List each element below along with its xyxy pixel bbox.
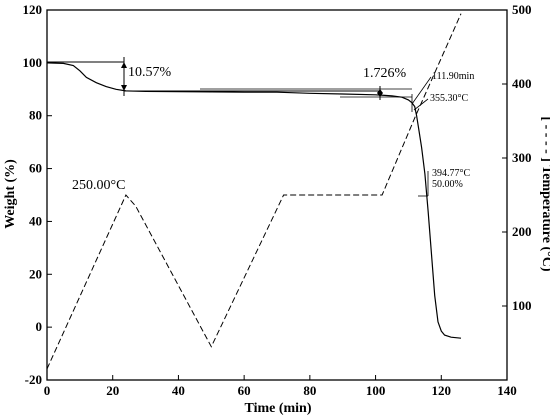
mass-loss-2-arrowhead-down (377, 93, 383, 97)
onset-time-leader (411, 76, 432, 105)
mass-loss-1-arrowhead-up (121, 62, 127, 68)
plot-frame (46, 9, 508, 381)
y-tick-label-4: 60 (29, 161, 42, 176)
x-tick-label-3: 60 (238, 383, 251, 398)
mass-loss-2-label: 1.726% (363, 66, 407, 81)
y2-axis-title: [ - - - - ] Temperature (°C) (539, 116, 550, 271)
annotation-layer: 10.57% 1.726% 111.90min 355.30°C 250.00°… (47, 57, 474, 197)
axes (46, 9, 508, 381)
y-tick-label-1: 0 (36, 319, 43, 334)
y2-tick-label-0: 100 (512, 298, 532, 313)
onset-time-label: 111.90min (432, 71, 474, 82)
mass-loss-1-label: 10.57% (128, 65, 172, 80)
x-tick-label-0: 0 (44, 383, 51, 398)
x-tick-label-7: 140 (497, 383, 517, 398)
mass-loss-1-arrowhead-down (121, 85, 127, 91)
onset-temp-leader (413, 98, 429, 111)
y-tick-label-6: 100 (23, 55, 43, 70)
y-tick-label-2: 20 (29, 266, 42, 281)
x-tick-label-4: 80 (303, 383, 316, 398)
onset-temp-label: 355.30°C (430, 93, 468, 104)
temperature-series-line (46, 13, 462, 370)
y2-tick-label-4: 500 (512, 2, 532, 17)
y-tick-label-7: 120 (23, 2, 43, 17)
x-tick-label-1: 20 (106, 383, 119, 398)
y-axis-title: Weight (%) (3, 159, 18, 229)
x-tick-label-5: 100 (366, 383, 386, 398)
ticks: 0 20 40 60 80 100 120 140-200204060801001201002… (23, 2, 532, 398)
y-tick-label-3: 40 (29, 213, 42, 228)
peak-temp-label: 250.00°C (72, 178, 125, 193)
y2-tick-label-1: 200 (512, 224, 532, 239)
y2-tick-label-2: 300 (512, 150, 532, 165)
y2-tick-label-3: 400 (512, 76, 532, 91)
series-layer (46, 13, 462, 370)
y-tick-label-0: -20 (25, 372, 42, 387)
x-tick-label-6: 120 (432, 383, 452, 398)
half-loss-temp-label: 394.77°C (432, 168, 470, 179)
x-axis-title: Time (min) (244, 401, 311, 416)
weight-series-line (46, 62, 462, 339)
half-loss-percent-label: 50.00% (432, 179, 463, 190)
x-tick-label-2: 40 (172, 383, 185, 398)
y-tick-label-5: 80 (29, 108, 42, 123)
mass-loss-2-arrowhead-up (377, 89, 383, 93)
